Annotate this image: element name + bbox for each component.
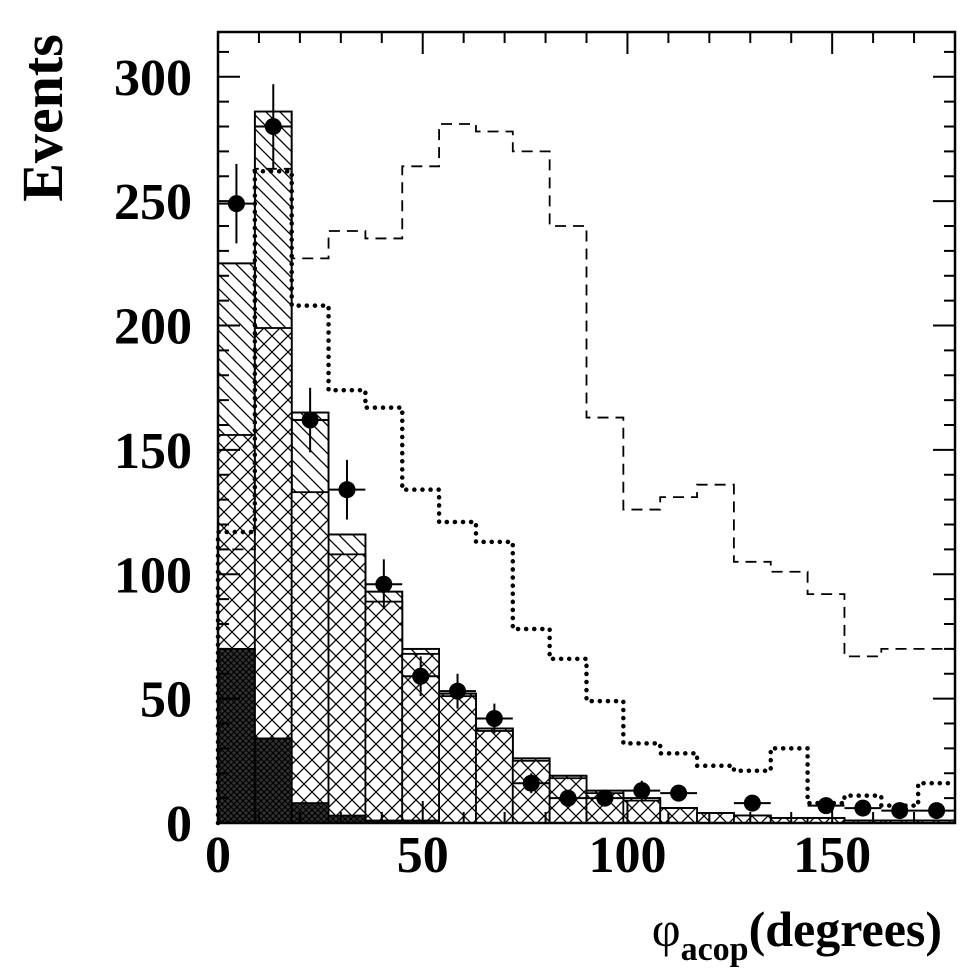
data-point <box>559 789 577 807</box>
x-tick-label: 100 <box>588 827 666 884</box>
x-axis-title-symbol: φ <box>652 901 681 957</box>
bar-stacked-crosshatch <box>475 730 514 824</box>
x-axis-title-subscript: acop <box>681 931 749 968</box>
data-point <box>375 575 393 593</box>
y-tick-label: 0 <box>166 796 192 853</box>
bar-stacked-crosshatch <box>327 553 367 824</box>
y-axis-title: Events <box>10 34 75 202</box>
bar-stacked-dark-fill <box>217 647 256 824</box>
data-point <box>743 794 761 812</box>
histogram-bars <box>217 110 956 824</box>
data-point <box>522 774 540 792</box>
data-point <box>412 667 430 685</box>
bar-stacked-crosshatch <box>511 759 551 824</box>
y-tick-label: 250 <box>114 174 192 231</box>
x-axis-title-unit: (degrees) <box>749 901 942 957</box>
data-point <box>817 797 835 815</box>
data-point <box>891 802 909 820</box>
data-point <box>670 784 688 802</box>
data-point <box>449 682 467 700</box>
data-point <box>264 118 282 136</box>
bar-stacked-crosshatch <box>364 600 404 824</box>
y-tick-label: 50 <box>140 672 192 729</box>
data-point <box>301 411 319 429</box>
x-axis-title: φacop(degrees) <box>652 901 942 968</box>
x-tick-label: 0 <box>205 827 231 884</box>
tick-labels: 0 50 100 150 0 50 100 150 200 250 300 <box>114 50 871 884</box>
data-point <box>633 782 651 800</box>
data-point <box>338 481 356 499</box>
data-point <box>596 789 614 807</box>
dotted-step-line <box>215 169 958 826</box>
data-points <box>218 84 955 820</box>
data-point <box>854 799 872 817</box>
dashed-step-line <box>217 123 955 823</box>
y-tick-label: 200 <box>114 299 192 356</box>
bar-stacked-crosshatch <box>290 491 330 824</box>
bar-stacked-crosshatch <box>696 812 735 824</box>
overlay-lines <box>215 123 958 826</box>
bar-stacked-dark-fill <box>290 802 330 824</box>
axis-ticks <box>217 32 956 824</box>
y-tick-label: 300 <box>114 50 192 107</box>
data-point <box>485 710 503 728</box>
data-point <box>928 802 946 820</box>
data-point <box>227 195 245 213</box>
x-tick-label: 50 <box>397 827 449 884</box>
bar-stacked-crosshatch <box>622 799 662 824</box>
bar-stacked-crosshatch <box>438 695 477 824</box>
bar-stacked-crosshatch <box>659 807 698 824</box>
bar-stacked-dark-fill <box>253 737 293 824</box>
y-tick-label: 100 <box>114 547 192 604</box>
y-tick-label: 150 <box>114 423 192 480</box>
x-tick-label: 150 <box>793 827 871 884</box>
